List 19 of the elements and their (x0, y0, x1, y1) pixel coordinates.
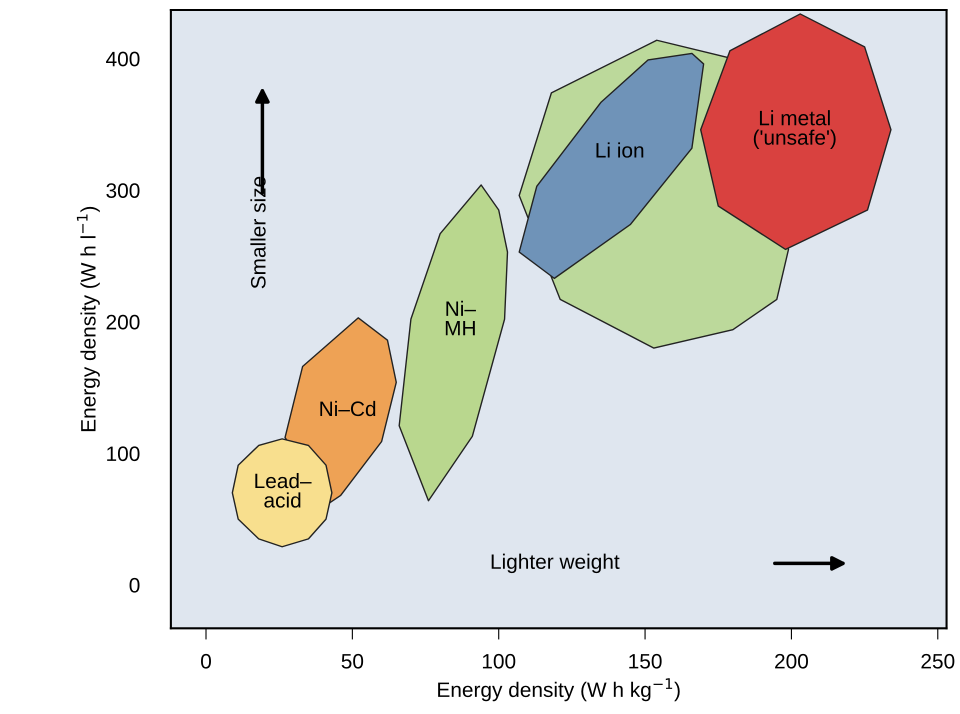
y-axis-title: Energy density (W h l$^{−1}$) (76, 206, 100, 432)
series-label: Li ion (596, 142, 644, 158)
y-tick-label: 100 (107, 446, 140, 462)
series-label: Ni–Cd (320, 400, 376, 416)
series-label: Lead– acid (255, 472, 312, 508)
x-axis-title: Energy density (W h kg$^{−1}$) (438, 678, 680, 702)
y-tick-label: 400 (106, 52, 140, 66)
y-tick-label: 0 (130, 578, 140, 593)
series-label: Ni– MH (446, 300, 476, 336)
y-tick-label: 300 (106, 183, 140, 198)
x-tick-label: 150 (629, 654, 662, 669)
y-tick-label: 200 (106, 314, 140, 330)
x-tick-label: 50 (342, 654, 364, 669)
x-tick-label: 200 (775, 654, 808, 669)
x-tick-label: 250 (921, 654, 954, 669)
x-tick-label: 0 (201, 654, 211, 669)
series-label: Li metal ('unsafe') (754, 110, 836, 149)
x-tick-label: 100 (482, 654, 516, 669)
annotation: Lighter weight (492, 554, 620, 574)
